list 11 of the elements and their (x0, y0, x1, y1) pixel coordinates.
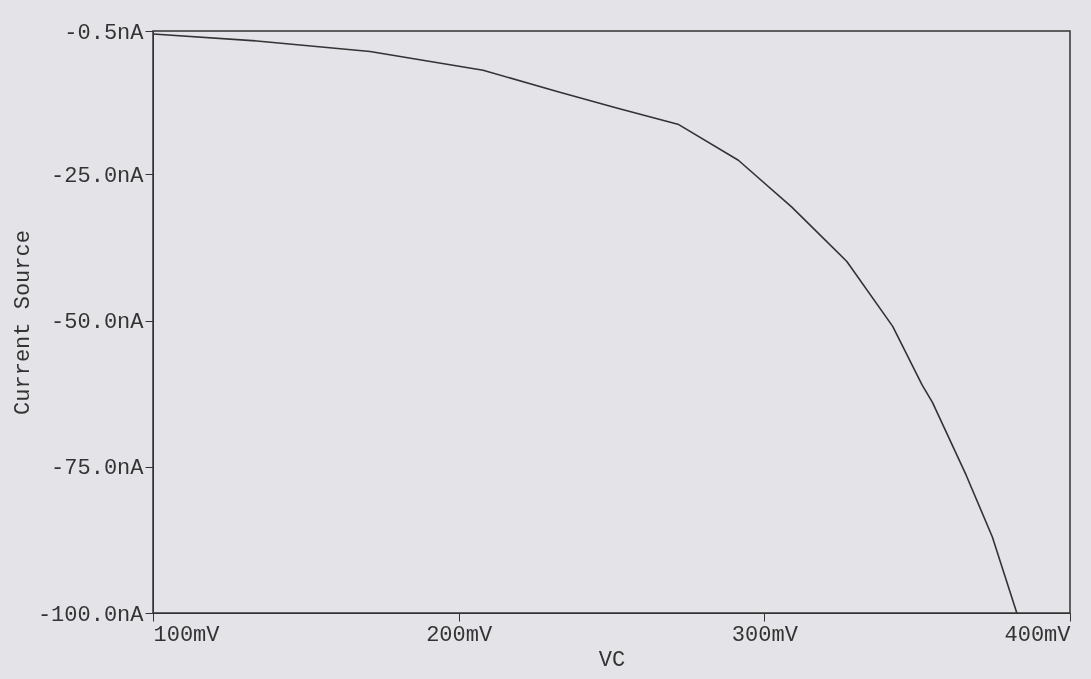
x-tick-label: 300mV (731, 622, 799, 648)
x-tick-label: 400mV (1004, 622, 1072, 648)
x-tick-label: 100mV (153, 622, 221, 648)
y-tick-label: -75.0nA (51, 456, 145, 482)
y-tick-label: -100.0nA (37, 602, 145, 628)
x-axis-title: VC (598, 647, 626, 673)
y-tick-label: -50.0nA (51, 310, 145, 336)
x-tick-label: 200mV (426, 622, 493, 648)
y-axis-title: Current Source (10, 230, 36, 415)
y-tick-label: -0.5nA (64, 20, 145, 46)
y-tick-label: -25.0nA (51, 163, 145, 189)
